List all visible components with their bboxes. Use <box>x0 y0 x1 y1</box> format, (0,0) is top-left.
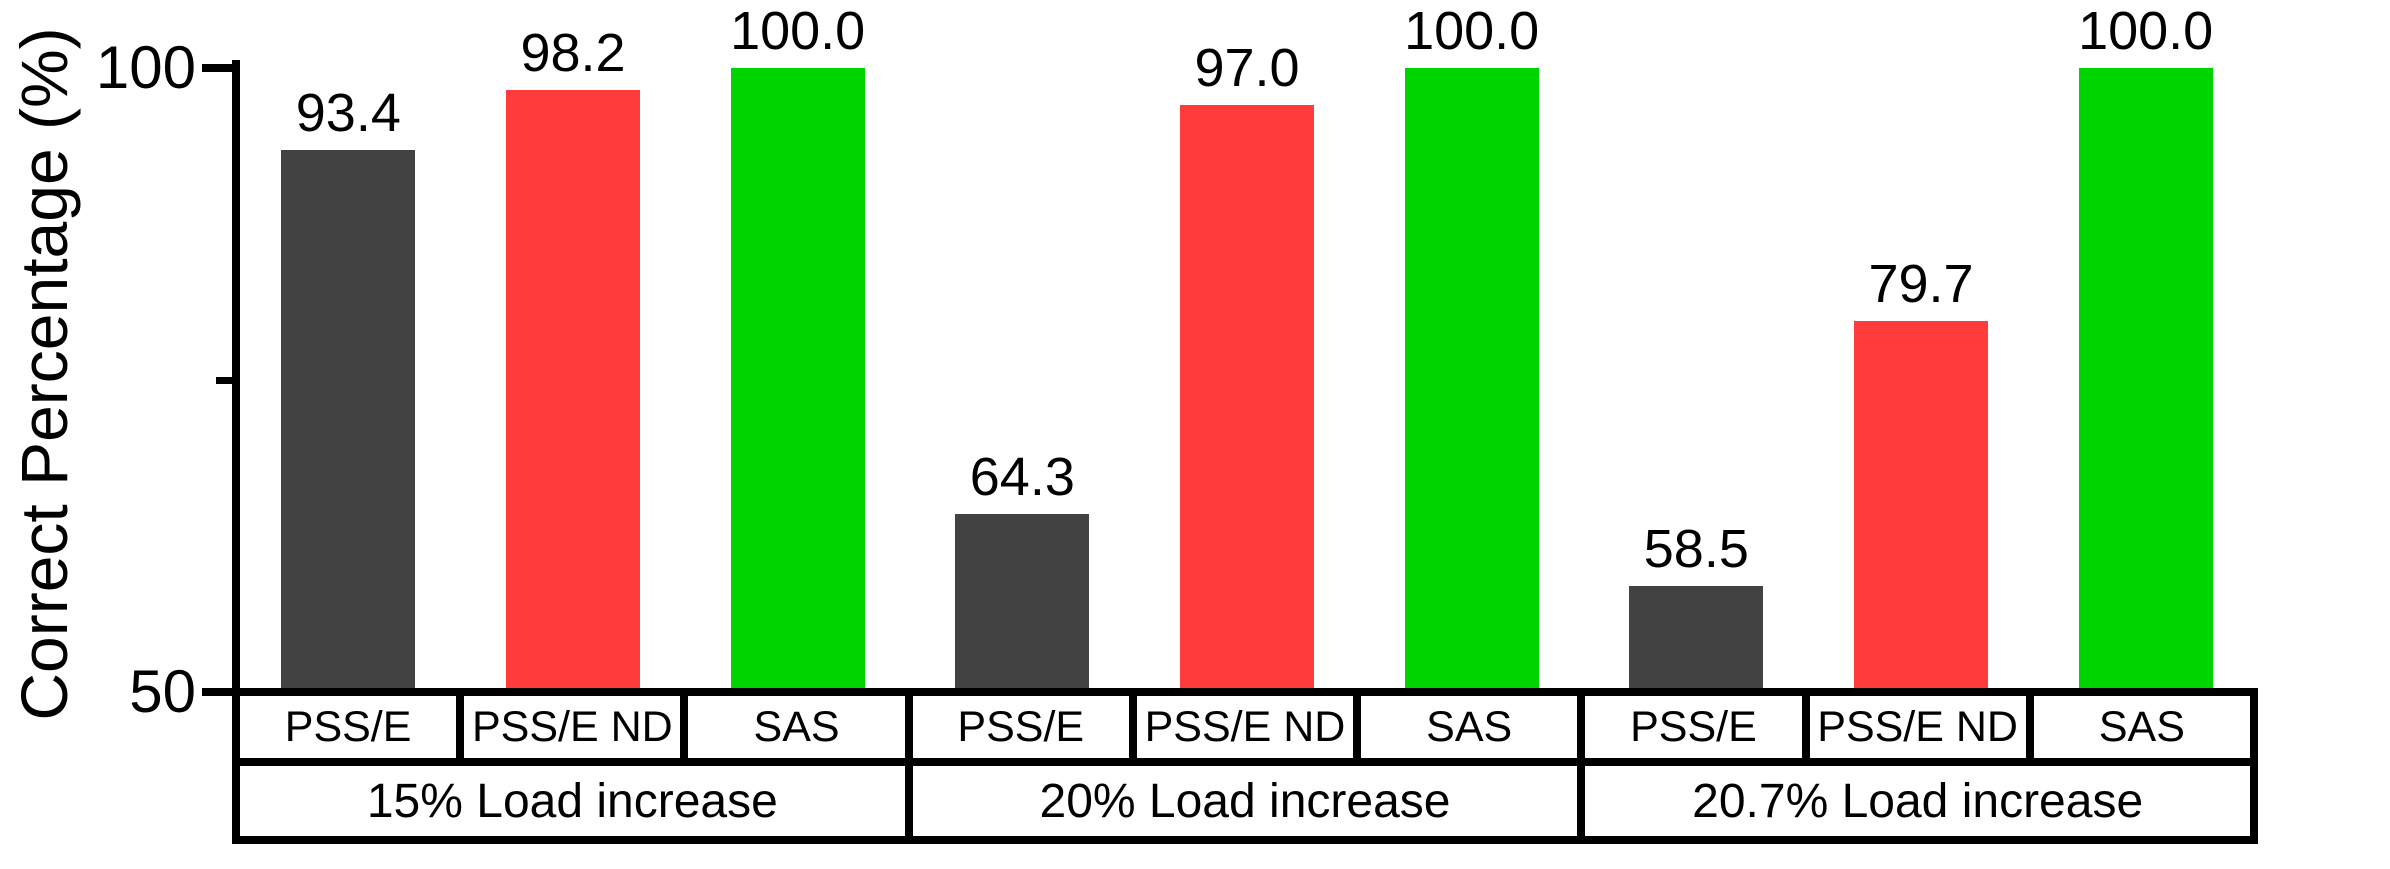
bar-value-label: 97.0 <box>1194 38 1300 99</box>
y-axis-title: Correct Percentage (%) <box>7 27 81 721</box>
group-label-row: 15% Load increase 20% Load increase 20.7% … <box>232 758 2258 844</box>
bar-value-label: 98.2 <box>520 23 626 84</box>
bar-value-label: 79.7 <box>1868 254 1974 315</box>
bar-value-label: 64.3 <box>969 446 1075 507</box>
bar-category-cell: SAS <box>1353 688 1586 766</box>
y-axis-minor-tick <box>216 376 238 384</box>
bar-value-label: 100.0 <box>1404 1 1540 61</box>
bar-pss-e-nd-group-3 <box>1854 321 1988 692</box>
bar-category-cell: PSS/E ND <box>1128 688 1362 766</box>
bar-sas-group-2 <box>1404 68 1539 692</box>
group-label-cell: 20% Load increase <box>904 758 1586 844</box>
bar-category-cell: PSS/E ND <box>1801 688 2034 766</box>
y-axis-tick-label: 100 <box>95 34 196 101</box>
bar-value-label: 100.0 <box>730 1 866 61</box>
bar-pss-e-group-2 <box>955 513 1090 692</box>
bar-pss-e-group-3 <box>1629 585 1764 692</box>
y-axis-major-tick <box>202 688 238 696</box>
bar-category-cell: PSS/E <box>904 688 1137 766</box>
bar-category-cell: SAS <box>2025 688 2259 766</box>
bar-value-label: 93.4 <box>295 83 401 144</box>
bar-value-label: 100.0 <box>2078 1 2214 61</box>
bar-sas-group-3 <box>2078 68 2213 692</box>
bar-sas-group-1 <box>730 68 865 692</box>
bar-category-cell: SAS <box>680 688 913 766</box>
group-label-cell: 20.7% Load increase <box>1577 758 2258 844</box>
category-table: PSS/E PSS/E ND SAS PSS/E PSS/E ND SAS PSS/E PSS… <box>231 688 2259 844</box>
bar-category-cell: PSS/E <box>1577 688 1810 766</box>
y-axis-tick-label: 50 <box>129 658 196 725</box>
bar-pss-e-group-1 <box>281 150 416 692</box>
bar-category-cell: PSS/E ND <box>456 688 689 766</box>
method-label-row: PSS/E PSS/E ND SAS PSS/E PSS/E ND SAS PSS/E PSS… <box>231 688 2259 766</box>
y-axis-major-tick <box>202 64 238 72</box>
bar-pss-e-nd-group-2 <box>1180 105 1314 692</box>
group-label-cell: 15% Load increase <box>232 758 913 844</box>
bar-pss-e-nd-group-1 <box>506 90 640 692</box>
bar-category-cell: PSS/E <box>231 688 465 766</box>
bar-value-label: 58.5 <box>1643 518 1749 579</box>
